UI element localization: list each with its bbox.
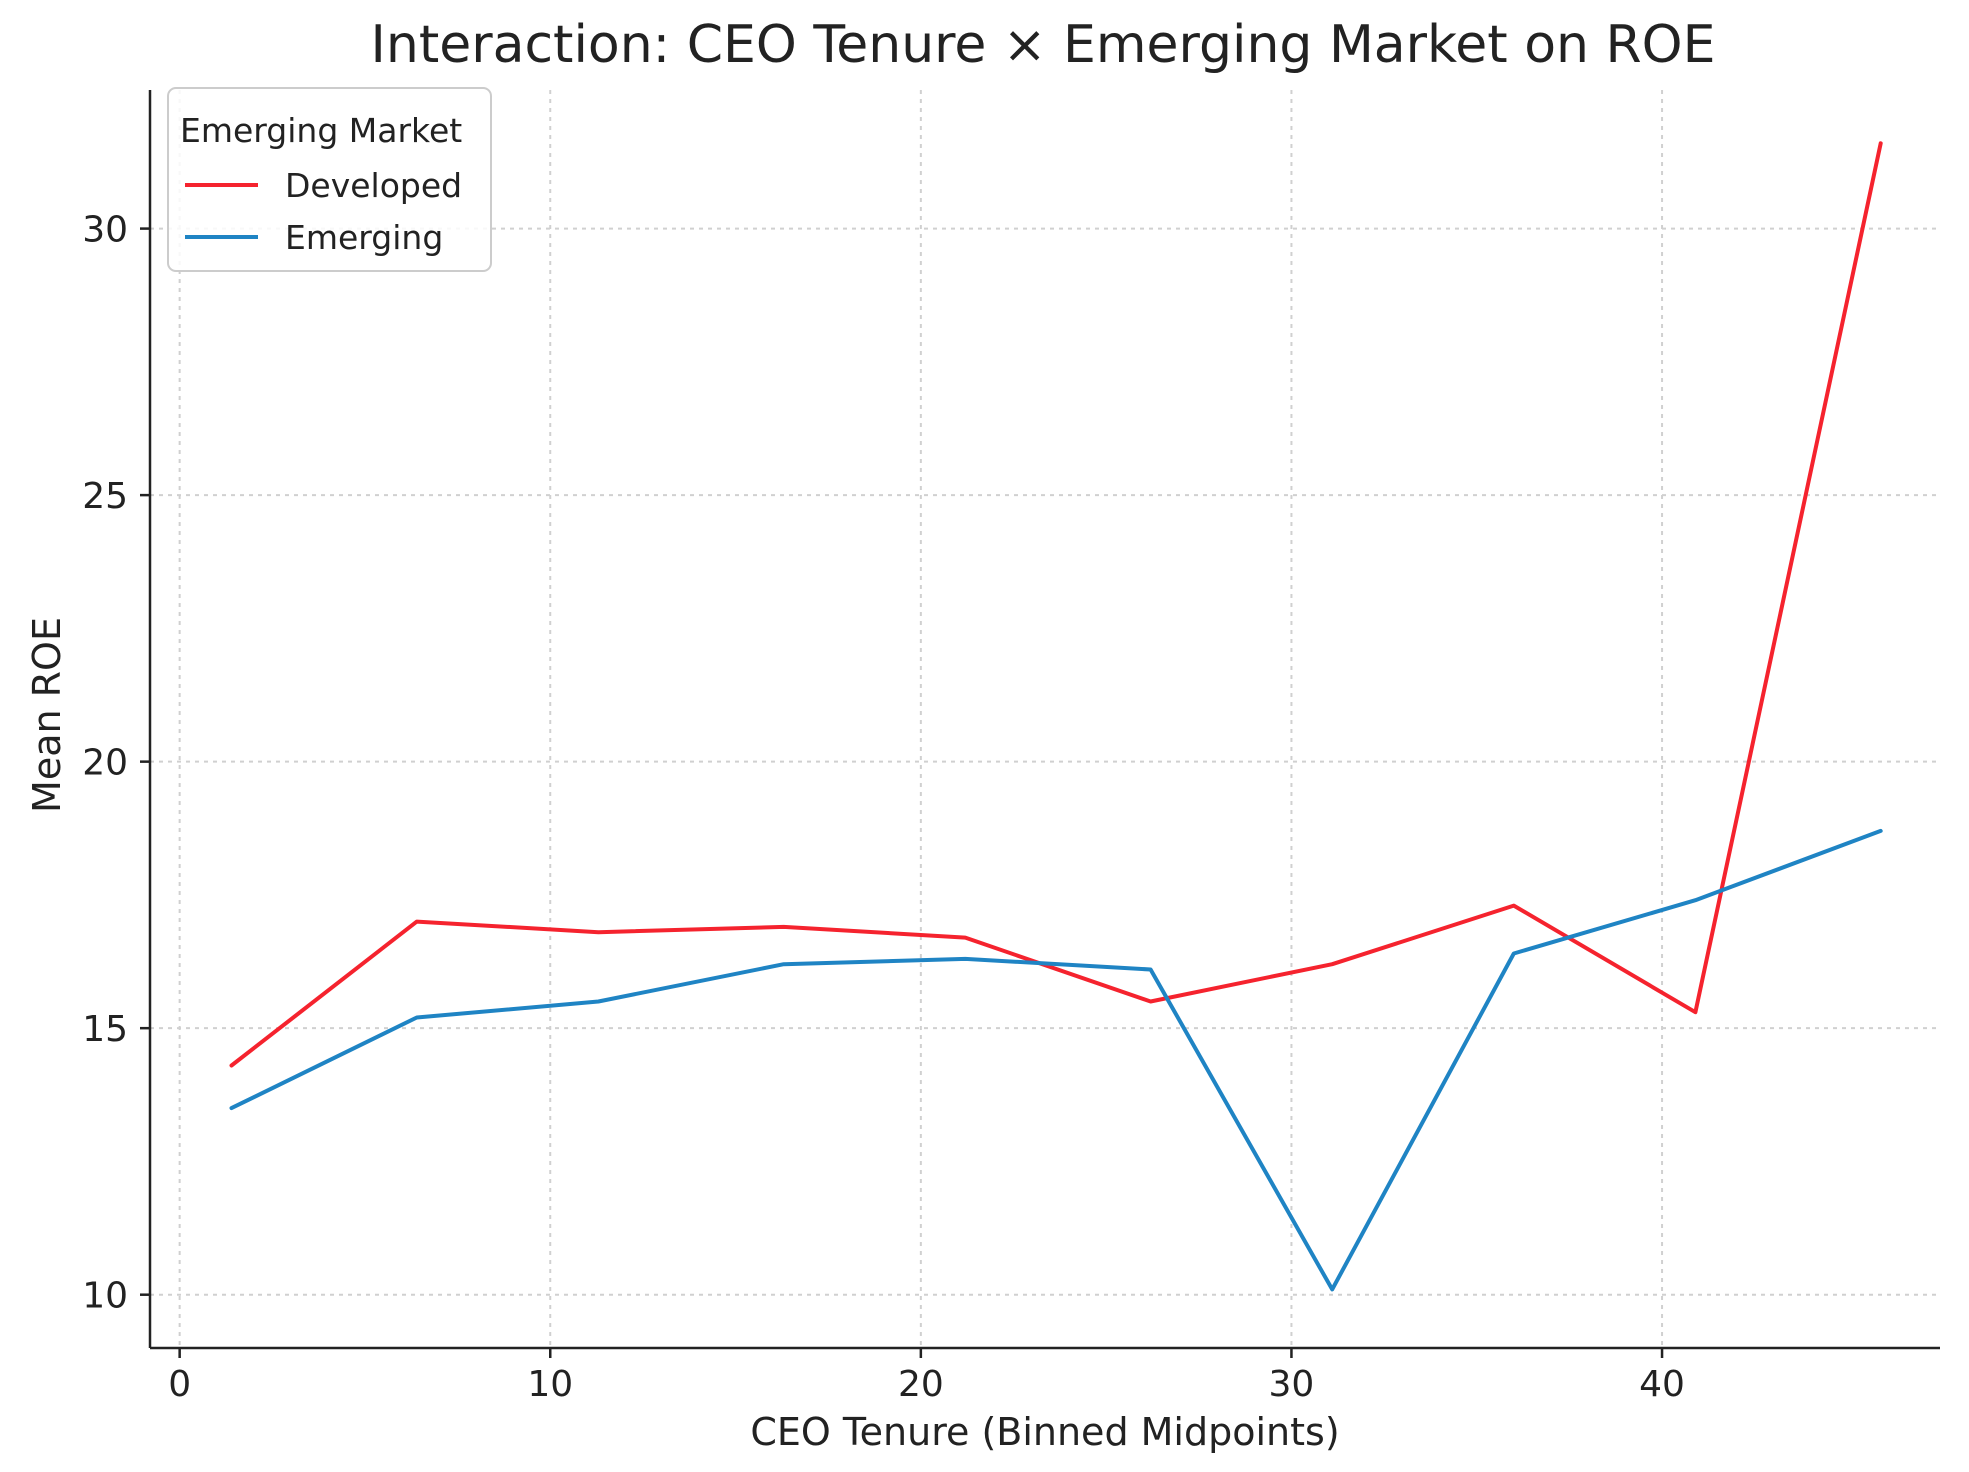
x-tick-label: 20 [898, 1364, 944, 1405]
y-tick-label: 15 [82, 1009, 128, 1050]
series-lines [229, 141, 1883, 1292]
series-line-emerging [229, 828, 1883, 1292]
legend: Emerging Market Developed Emerging [167, 87, 492, 272]
legend-frame [167, 87, 492, 272]
y-tick-label: 30 [82, 210, 128, 251]
legend-label-emerging: Emerging [285, 218, 443, 257]
legend-label-developed: Developed [285, 166, 462, 205]
legend-title: Emerging Market [180, 111, 462, 150]
grid [150, 90, 1940, 1348]
y-tick-label: 10 [82, 1276, 128, 1317]
x-tick-label: 10 [527, 1364, 573, 1405]
ticks: 0 10 20 30 40 10 15 20 25 30 [82, 210, 1685, 1405]
x-tick-label: 40 [1639, 1364, 1685, 1405]
chart-title: Interaction: CEO Tenure × Emerging Marke… [371, 15, 1716, 75]
y-tick-label: 25 [82, 476, 128, 517]
y-tick-label: 20 [82, 743, 128, 784]
y-axis-label: Mean ROE [25, 617, 69, 813]
x-tick-label: 0 [168, 1364, 191, 1405]
series-line-developed [229, 141, 1883, 1068]
x-tick-label: 30 [1269, 1364, 1315, 1405]
axes [148, 90, 1940, 1350]
x-axis-label: CEO Tenure (Binned Midpoints) [750, 1410, 1339, 1454]
